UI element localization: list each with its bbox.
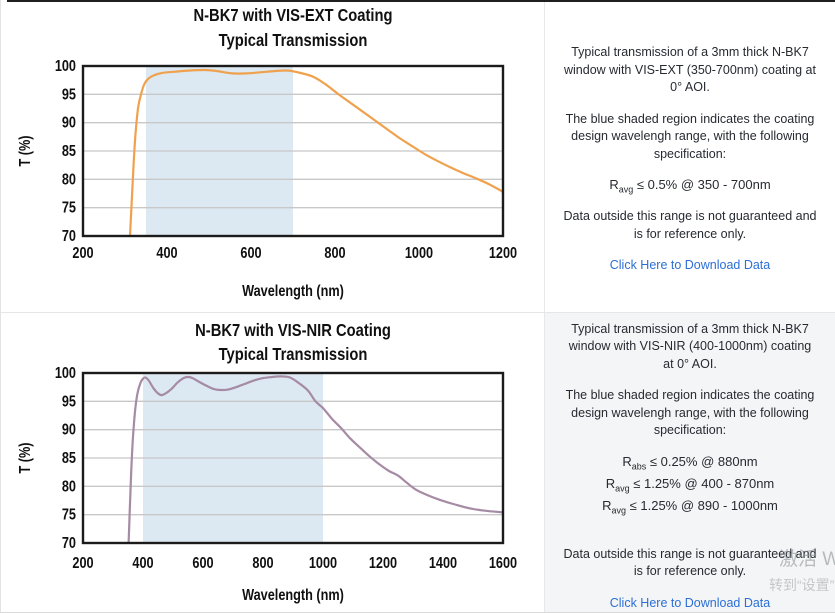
x-tick-label: 200 bbox=[72, 555, 93, 572]
panel-paragraph-disclaimer: Data outside this range is not guarantee… bbox=[563, 546, 817, 579]
panel-paragraph-typical-transmission: Typical transmission of a 3mm thick N-BK… bbox=[564, 45, 816, 95]
y-tick-label: 70 bbox=[62, 535, 76, 552]
y-tick-label: 95 bbox=[62, 86, 76, 103]
y-axis-label: T (%) bbox=[17, 135, 34, 166]
chart-title-line2: Typical Transmission bbox=[219, 345, 368, 365]
x-tick-label: 800 bbox=[324, 245, 345, 262]
y-tick-label: 85 bbox=[62, 450, 76, 467]
y-tick-label: 90 bbox=[62, 422, 76, 439]
y-tick-label: 80 bbox=[62, 478, 76, 495]
plot-border bbox=[81, 64, 505, 238]
vis-nir-transmission-chart: 200 400 600 800 1000 1200 1400 1600 70 75 80 85 90 95… bbox=[0, 313, 545, 613]
y-tick-label: 70 bbox=[62, 228, 76, 245]
y-tick-label: 75 bbox=[62, 507, 76, 524]
x-tick-label: 1000 bbox=[309, 555, 337, 572]
x-tick-label: 600 bbox=[240, 245, 261, 262]
download-data-link[interactable]: Click Here to Download Data bbox=[609, 595, 771, 610]
y-tick-label: 90 bbox=[62, 115, 76, 132]
top-divider bbox=[7, 0, 835, 2]
spec-line: Ravg ≤ 1.25% @ 400 - 870nm bbox=[605, 475, 775, 494]
y-tick-label: 100 bbox=[55, 58, 76, 75]
y-tick-label: 100 bbox=[55, 365, 76, 382]
y-tick-label: 95 bbox=[62, 393, 76, 410]
x-tick-label: 400 bbox=[132, 555, 153, 572]
x-tick-label: 1200 bbox=[369, 555, 397, 572]
x-tick-label: 1200 bbox=[489, 245, 517, 262]
x-tick-label: 400 bbox=[156, 245, 177, 262]
coating-spec-lines: Ravg ≤ 0.5% @ 350 - 700nm bbox=[609, 175, 770, 197]
chart-title-line1: N-BK7 with VIS-EXT Coating bbox=[194, 6, 393, 26]
x-tick-label: 1000 bbox=[405, 245, 433, 262]
spec-line: Rabs ≤ 0.25% @ 880nm bbox=[622, 453, 758, 472]
chart-canvas: 200 400 600 800 1000 1200 70 75 80 85 90 95 100 N-BK7… bbox=[17, 6, 517, 301]
x-axis-label: Wavelength (nm) bbox=[242, 283, 344, 300]
y-tick-label: 75 bbox=[62, 200, 76, 217]
left-edge-divider bbox=[0, 0, 1, 613]
transmission-curve bbox=[128, 68, 503, 236]
vis-ext-description-panel: Typical transmission of a 3mm thick N-BK… bbox=[545, 0, 835, 313]
spec-line: Ravg ≤ 1.25% @ 890 - 1000nm bbox=[602, 497, 778, 516]
panel-paragraph-shaded-region: The blue shaded region indicates the coa… bbox=[565, 388, 815, 438]
windows-activation-watermark-line1: 激活 W bbox=[779, 549, 835, 570]
panel-paragraph-shaded-region: The blue shaded region indicates the coa… bbox=[565, 111, 815, 161]
y-tick-label: 80 bbox=[62, 171, 76, 188]
x-tick-label: 600 bbox=[192, 555, 213, 572]
x-tick-label: 1400 bbox=[429, 555, 457, 572]
panel-paragraph-disclaimer: Data outside this range is not guarantee… bbox=[563, 209, 817, 241]
y-tick-label: 85 bbox=[62, 143, 76, 160]
transmission-curve bbox=[127, 375, 503, 543]
x-tick-label: 800 bbox=[252, 555, 273, 572]
chart-title-line2: Typical Transmission bbox=[219, 31, 368, 51]
vis-nir-description-panel: Typical transmission of a 3mm thick N-BK… bbox=[545, 313, 835, 613]
vis-ext-transmission-chart: 200 400 600 800 1000 1200 70 75 80 85 90 95 100 N-BK7… bbox=[0, 0, 545, 313]
chart-title-line1: N-BK7 with VIS-NIR Coating bbox=[195, 321, 391, 341]
windows-activation-watermark-line2: 转到“设置” bbox=[769, 577, 835, 593]
coating-spec-lines: Rabs ≤ 0.25% @ 880nm Ravg ≤ 1.25% @ 400 -… bbox=[602, 452, 778, 518]
panel-paragraph-typical-transmission: Typical transmission of a 3mm thick N-BK… bbox=[568, 321, 812, 371]
chart-canvas: 200 400 600 800 1000 1200 1400 1600 70 75 80 85 90 95… bbox=[17, 321, 517, 605]
download-data-link[interactable]: Click Here to Download Data bbox=[609, 258, 771, 273]
spec-line: Ravg ≤ 0.5% @ 350 - 700nm bbox=[609, 177, 771, 195]
x-tick-label: 200 bbox=[72, 245, 93, 262]
plot-border bbox=[81, 371, 505, 545]
y-axis-label: T (%) bbox=[17, 442, 34, 473]
x-tick-label: 1600 bbox=[489, 555, 517, 572]
x-axis-label: Wavelength (nm) bbox=[242, 587, 344, 604]
